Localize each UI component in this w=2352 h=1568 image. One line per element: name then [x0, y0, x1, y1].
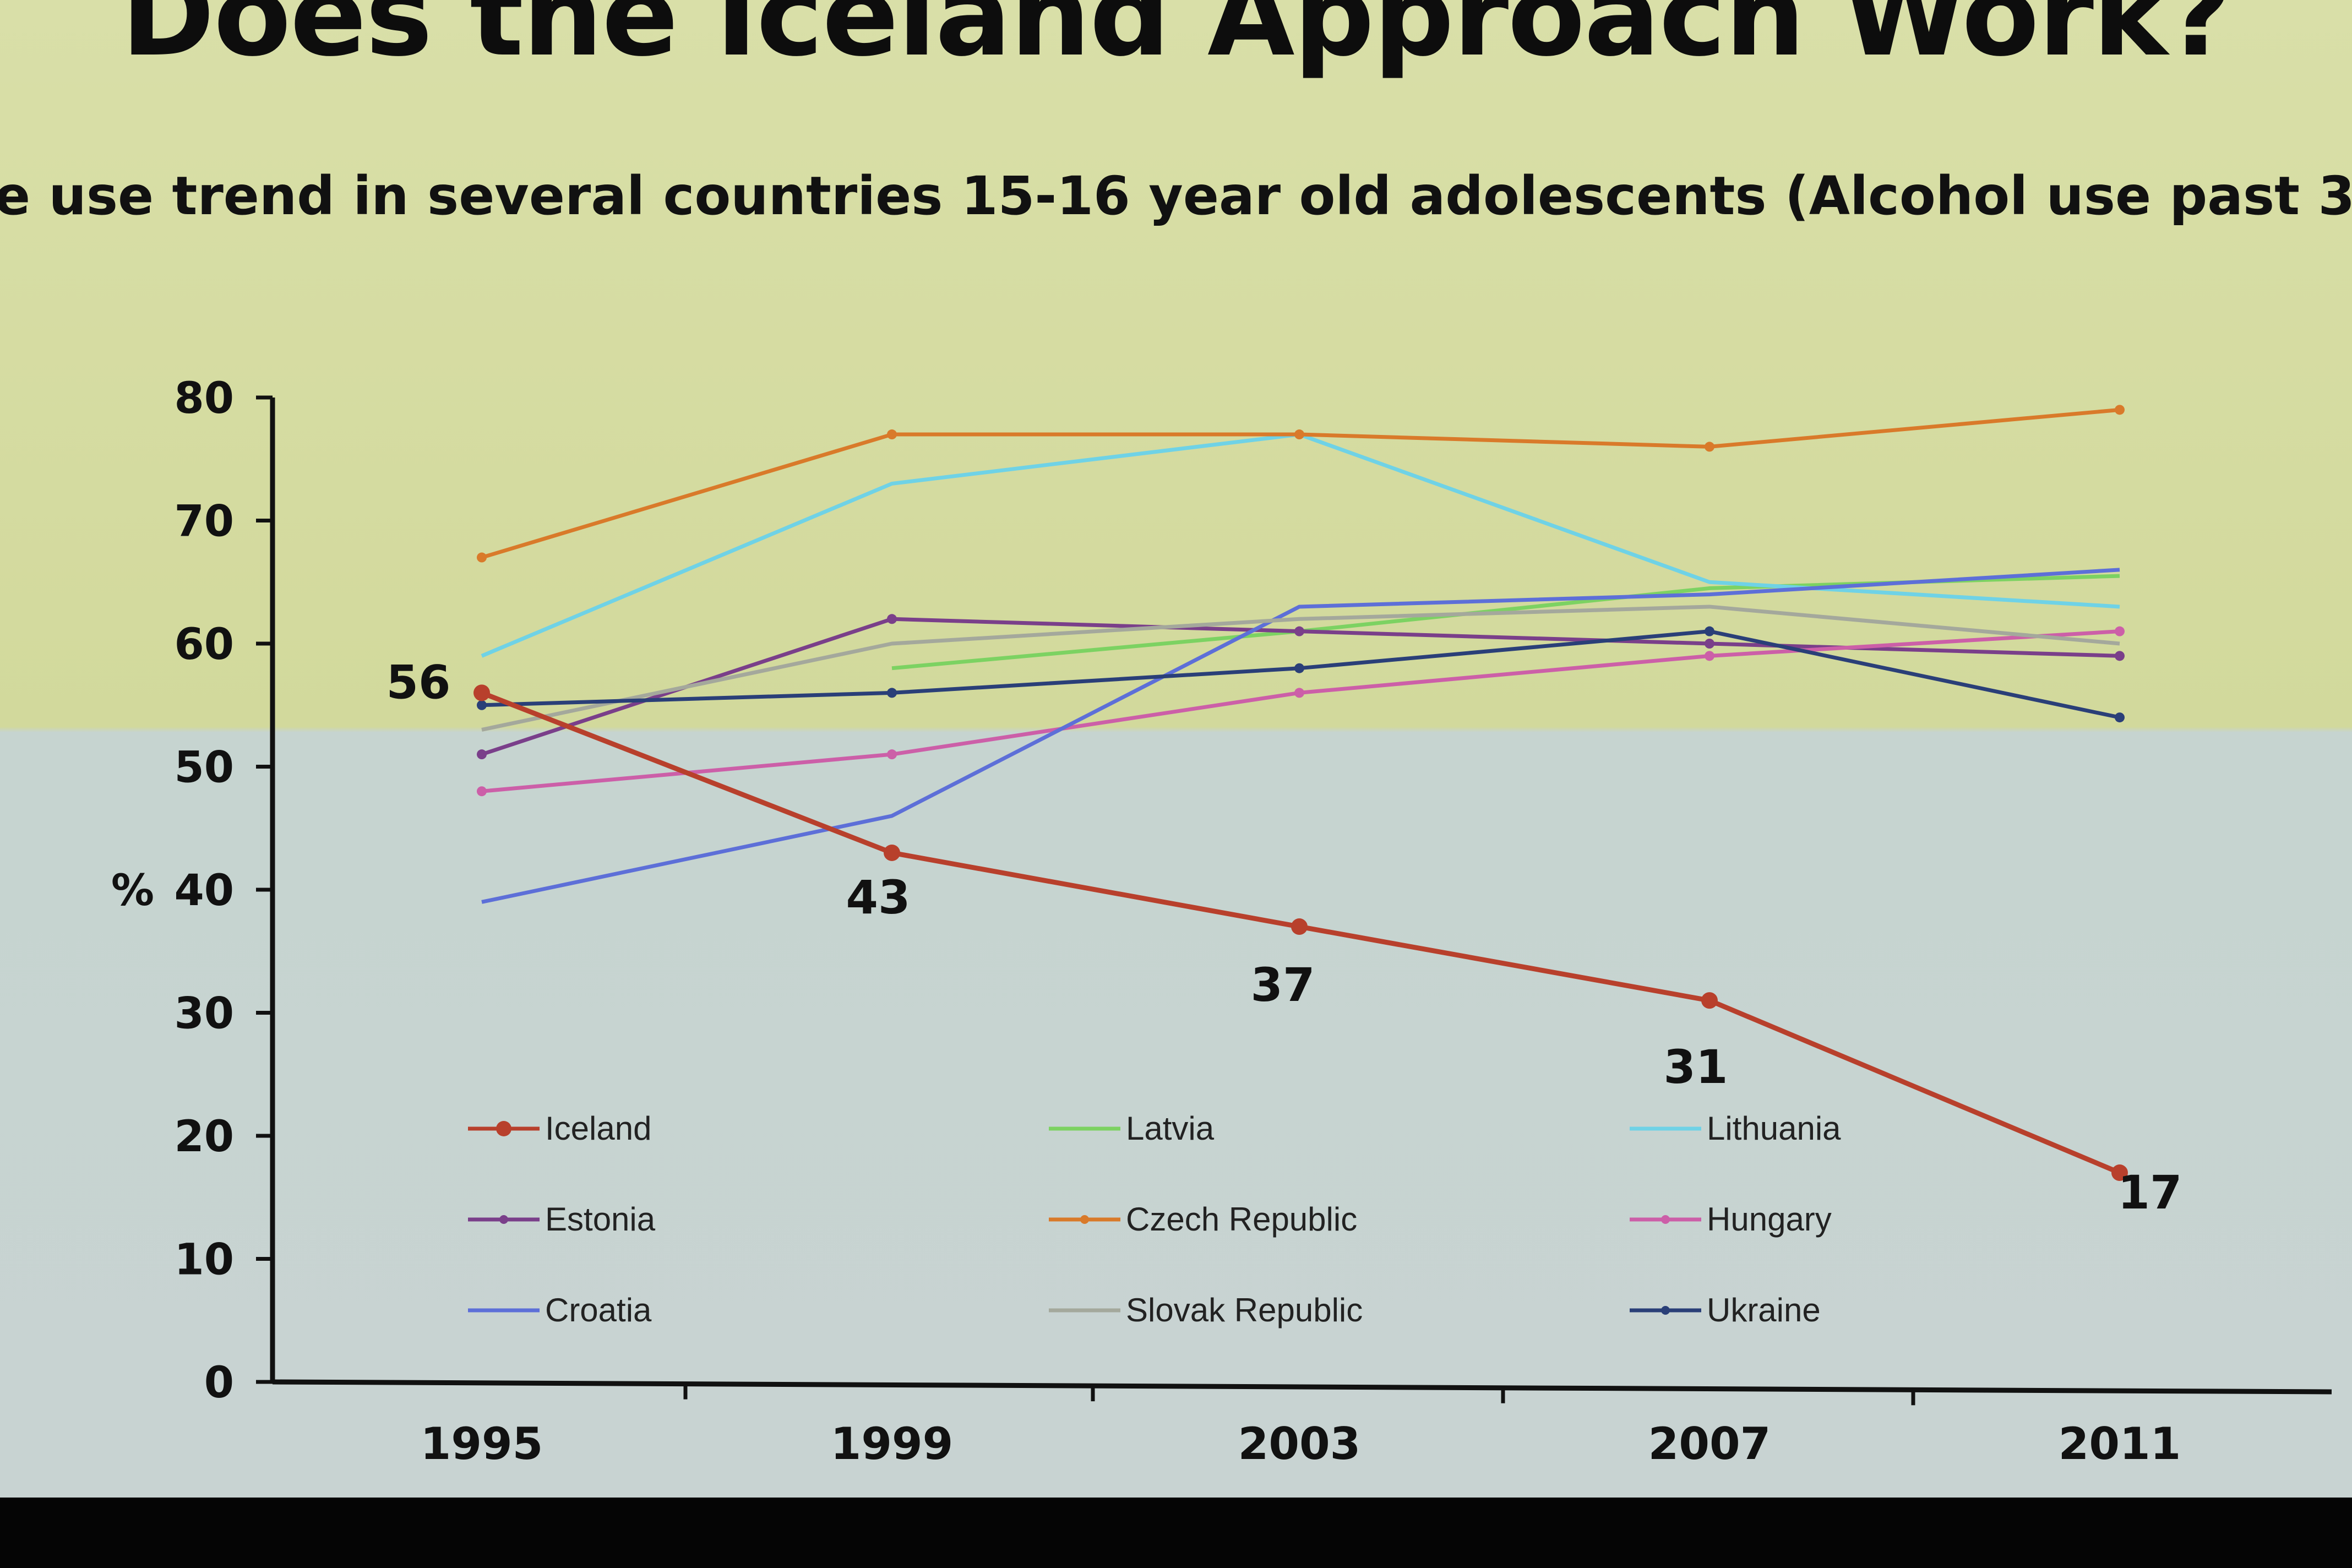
legend-label-iceland: Iceland	[545, 1110, 651, 1147]
y-tick-label-0: 0	[204, 1358, 234, 1408]
slide-subtitle: e use trend in several countries 15-16 y…	[0, 165, 2352, 227]
point-ukraine-1995	[477, 700, 487, 710]
legend-marker-czech-republic	[1080, 1215, 1089, 1224]
line-chart: 0 10 20 30 40 50 60 70 80% 1995 1999 2003 2007 2011 56…	[111, 374, 2332, 1469]
point-czech-republic-2003	[1294, 429, 1304, 440]
y-tick-label-60: 60	[174, 620, 234, 669]
data-label-iceland-2007: 31	[1664, 1040, 1728, 1094]
legend-marker-ukraine	[1661, 1306, 1670, 1315]
x-tick-label-1995: 1995	[421, 1418, 543, 1469]
point-hungary-1995	[477, 786, 487, 797]
point-iceland-2011	[2111, 1164, 2128, 1182]
legend-label-hungary: Hungary	[1707, 1201, 1832, 1238]
y-tick-label-50: 50	[174, 743, 234, 793]
legend-label-estonia: Estonia	[545, 1201, 656, 1238]
point-iceland-1995	[473, 684, 490, 701]
slide-title: Does the Iceland Approach Work?	[121, 0, 2233, 81]
point-estonia-2007	[1705, 639, 1714, 649]
legend-label-lithuania: Lithuania	[1707, 1110, 1841, 1147]
point-ukraine-2011	[2115, 712, 2125, 723]
x-tick-label-1999: 1999	[831, 1418, 954, 1469]
x-axis-line	[272, 1379, 2332, 1395]
point-czech-republic-2011	[2115, 405, 2125, 415]
point-ukraine-2007	[1705, 626, 1714, 636]
point-ukraine-1999	[887, 688, 897, 698]
y-tick-label-20: 20	[174, 1112, 234, 1162]
point-hungary-2011	[2115, 626, 2125, 636]
x-tick-label-2003: 2003	[1238, 1418, 1361, 1469]
legend-marker-hungary	[1661, 1215, 1670, 1224]
series-line-slovak-republic	[481, 605, 2120, 732]
series-line-latvia	[891, 574, 2120, 671]
data-label-iceland-2003: 37	[1251, 958, 1315, 1012]
point-iceland-2003	[1291, 918, 1308, 935]
slide: Does the Iceland Approach Work? e use tr…	[0, 0, 2352, 1498]
series-line-hungary	[481, 629, 2120, 793]
point-hungary-2007	[1705, 651, 1714, 661]
point-czech-republic-2007	[1705, 442, 1714, 452]
legend-label-croatia: Croatia	[545, 1292, 652, 1329]
x-tick-label-2007: 2007	[1648, 1418, 1771, 1469]
point-hungary-2003	[1294, 688, 1304, 698]
series-line-estonia	[481, 617, 2120, 756]
y-tick-label-70: 70	[174, 497, 234, 547]
legend-label-czech-republic: Czech Republic	[1126, 1201, 1357, 1238]
point-estonia-1999	[887, 614, 897, 624]
projector-bottom-edge	[0, 1498, 2352, 1568]
point-estonia-2003	[1294, 626, 1304, 636]
point-estonia-1995	[477, 749, 487, 760]
y-axis-label: %	[111, 866, 154, 916]
point-ukraine-2003	[1294, 663, 1304, 673]
data-label-iceland-2011: 17	[2118, 1166, 2182, 1219]
point-czech-republic-1995	[477, 552, 487, 563]
y-tick-label-40: 40	[174, 866, 234, 916]
x-tick-label-2011: 2011	[2059, 1418, 2181, 1469]
point-czech-republic-1999	[887, 429, 897, 440]
data-label-iceland-1999: 43	[846, 870, 911, 924]
point-iceland-2007	[1701, 992, 1718, 1009]
y-tick-label-10: 10	[174, 1235, 234, 1285]
point-iceland-1999	[884, 844, 900, 861]
point-estonia-2011	[2115, 651, 2125, 661]
legend-marker-iceland	[496, 1121, 511, 1136]
series-line-croatia	[481, 568, 2120, 904]
y-tick-label-30: 30	[174, 989, 234, 1039]
point-hungary-1999	[887, 749, 897, 760]
legend-label-ukraine: Ukraine	[1707, 1292, 1821, 1329]
legend-label-slovak-republic: Slovak Republic	[1126, 1292, 1363, 1329]
legend-label-latvia: Latvia	[1126, 1110, 1215, 1147]
data-label-iceland-1995: 56	[386, 655, 451, 709]
y-tick-label-80: 80	[174, 374, 234, 423]
legend-marker-estonia	[499, 1215, 508, 1224]
